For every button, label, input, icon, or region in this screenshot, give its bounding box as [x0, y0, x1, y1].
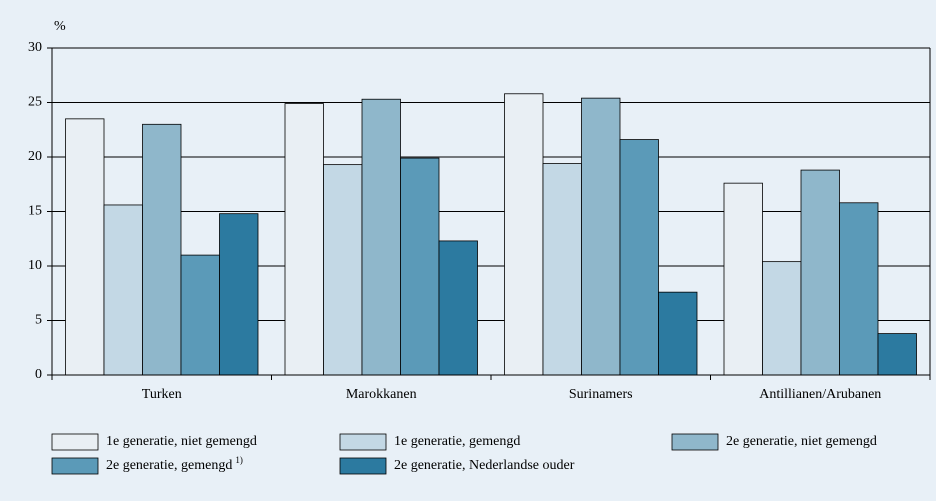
- bar: [504, 93, 544, 376]
- legend-label: 2e generatie, Nederlandse ouder: [394, 458, 575, 473]
- x-tick-label: Marokkanen: [346, 387, 417, 402]
- x-tick-label: Antillianen/Arubanen: [759, 387, 881, 402]
- legend-label: 2e generatie, niet gemengd: [726, 434, 877, 449]
- legend-swatch: [51, 433, 99, 451]
- bar: [762, 261, 802, 376]
- bar: [619, 139, 659, 376]
- x-tick-label: Surinamers: [569, 387, 633, 402]
- legend-swatch: [51, 457, 99, 475]
- bar: [284, 103, 324, 376]
- bar: [219, 213, 259, 376]
- bar: [581, 97, 621, 376]
- legend-swatch: [339, 433, 387, 451]
- bar: [361, 98, 401, 376]
- bar: [723, 182, 763, 376]
- bar: [438, 240, 478, 376]
- y-tick-label: 0: [35, 367, 42, 382]
- y-tick-label: 15: [28, 204, 42, 219]
- bar: [658, 291, 698, 376]
- legend-footnote: 1): [235, 455, 243, 465]
- legend-label: 2e generatie, gemengd: [106, 458, 232, 473]
- bar: [103, 204, 143, 376]
- bar: [800, 169, 840, 376]
- bar: [839, 202, 879, 376]
- y-tick-label: 30: [28, 40, 42, 55]
- bar: [65, 118, 105, 376]
- bar: [142, 123, 182, 376]
- bar: [400, 157, 440, 376]
- legend-label: 1e generatie, gemengd: [394, 434, 520, 449]
- bar: [180, 254, 220, 376]
- bar: [323, 164, 363, 376]
- x-tick-label: Turken: [142, 387, 182, 402]
- y-tick-label: 20: [28, 149, 42, 164]
- legend-swatch: [339, 457, 387, 475]
- bar: [877, 333, 917, 376]
- bar: [542, 163, 582, 376]
- y-axis-label: %: [54, 19, 66, 34]
- legend-swatch: [671, 433, 719, 451]
- y-tick-label: 25: [28, 95, 42, 110]
- y-tick-label: 10: [28, 258, 42, 273]
- y-tick-label: 5: [35, 313, 42, 328]
- legend-label: 1e generatie, niet gemengd: [106, 434, 257, 449]
